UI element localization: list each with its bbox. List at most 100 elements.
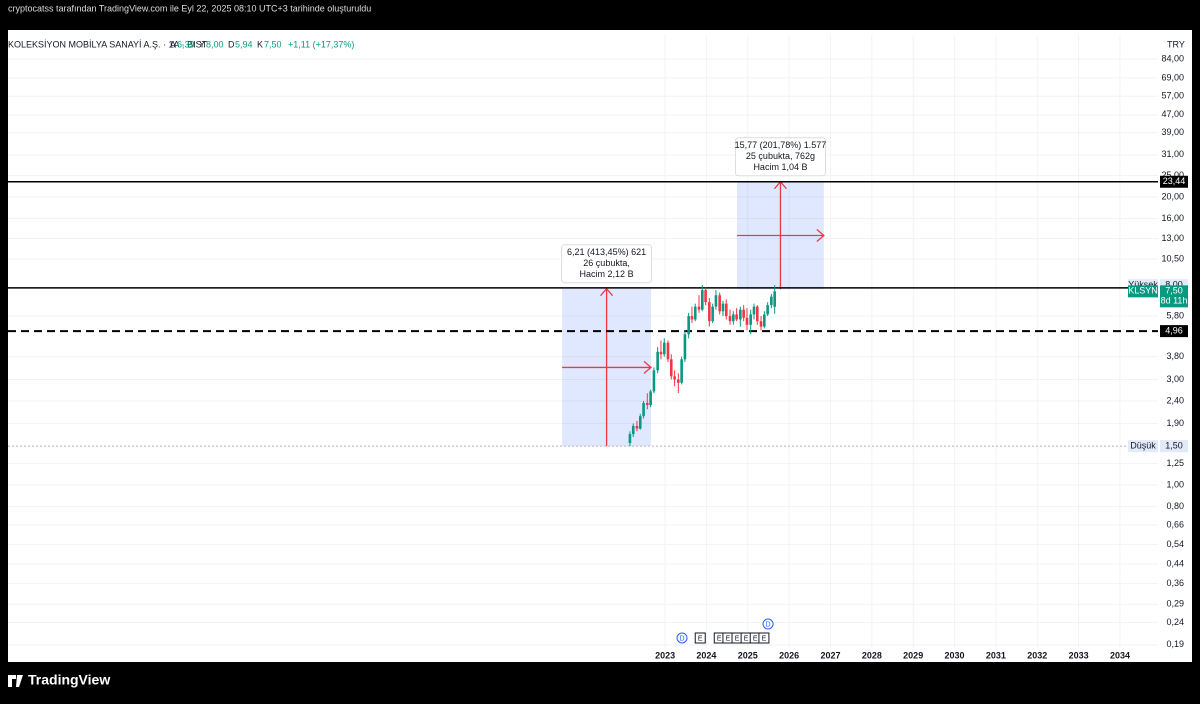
- event-label: E: [717, 635, 722, 642]
- candle-body: [656, 351, 659, 371]
- candle-body: [718, 295, 721, 312]
- candle-body: [659, 351, 663, 355]
- event-label: E: [753, 635, 758, 642]
- candle-body: [646, 402, 649, 406]
- event-marker: [762, 618, 774, 630]
- logo: [8, 675, 23, 687]
- candle-body: [628, 434, 632, 443]
- y-tick-label: 0,66: [1166, 519, 1184, 529]
- y-tick-label: 20,00: [1161, 191, 1184, 201]
- measure-label-box: [734, 137, 826, 177]
- candle-body: [749, 314, 752, 325]
- candle-body: [687, 316, 690, 335]
- event-label: E: [744, 635, 749, 642]
- y-tick-label: 0,19: [1166, 639, 1184, 649]
- tag-name-box: [1128, 285, 1158, 298]
- candle-body: [728, 316, 732, 322]
- candle-body: [773, 291, 776, 307]
- measure-arrow: [562, 287, 653, 447]
- tag-value: 1,50: [1165, 441, 1183, 451]
- event-label: E: [735, 635, 740, 642]
- ohlc-key: K: [257, 39, 263, 49]
- candle-body: [693, 306, 697, 320]
- candle-body: [631, 425, 635, 435]
- symbol-title: KOLEKSİYON MOBİLYA SANAYİ A.Ş. · 1A · BI…: [8, 39, 208, 49]
- candle-body: [666, 342, 670, 360]
- candle-body: [680, 359, 683, 383]
- candle-body: [708, 302, 711, 322]
- candle-body: [755, 306, 759, 322]
- y-tick-label: 13,00: [1161, 233, 1184, 243]
- candle-body: [763, 314, 766, 327]
- candle-body: [652, 370, 656, 392]
- candle-body: [673, 376, 676, 380]
- brand: TradingView: [28, 672, 110, 688]
- candle-body: [721, 303, 725, 312]
- measure-label: Hacim 1,04 B: [753, 162, 807, 172]
- candle-body: [642, 402, 645, 417]
- tag-value-box: [1160, 440, 1188, 453]
- event-label: E: [762, 635, 767, 642]
- candle-body: [697, 306, 701, 310]
- event-marker: [694, 632, 706, 644]
- candle-body: [649, 391, 652, 406]
- y-tick-label: 0,29: [1166, 599, 1184, 609]
- ohlc-value: 6,39: [177, 39, 195, 49]
- y-tick-label: 0,24: [1166, 617, 1184, 627]
- ohlc-key: A: [170, 39, 176, 49]
- panel: [8, 30, 1192, 662]
- candle-body: [735, 314, 738, 320]
- candle-body: [677, 379, 680, 383]
- measure-label-box: [561, 244, 653, 284]
- candle-body: [638, 416, 642, 429]
- event-marker: [676, 632, 688, 644]
- line-tag: [1160, 175, 1188, 188]
- measure-label: 26 çubukta,: [583, 258, 630, 268]
- x-tick-label: 2032: [1027, 650, 1047, 660]
- line-tag-label: 23,44: [1163, 176, 1186, 186]
- candle-body: [770, 296, 773, 306]
- candle-body: [701, 290, 704, 310]
- x-tick-label: 2025: [738, 650, 758, 660]
- tag-value-box: [1160, 285, 1188, 308]
- line-tag-label: 4,96: [1165, 325, 1183, 335]
- y-tick-label: 31,00: [1161, 149, 1184, 159]
- y-tick-label: 0,44: [1166, 558, 1184, 568]
- candle-body: [635, 425, 639, 429]
- measure-label: Hacim 2,12 B: [580, 269, 634, 279]
- y-tick-label: 1,90: [1166, 418, 1184, 428]
- ohlc-key: Y: [199, 39, 205, 49]
- y-tick-label: 0,36: [1166, 578, 1184, 588]
- y-tick-label: 25,00: [1161, 170, 1184, 180]
- x-tick-label: 2027: [820, 650, 840, 660]
- line-tag: [1160, 325, 1188, 338]
- x-tick-label: 2031: [986, 650, 1006, 660]
- event-label: D: [766, 621, 771, 628]
- y-tick-label: 39,00: [1161, 127, 1184, 137]
- candle-body: [690, 316, 694, 320]
- x-tick-label: 2034: [1110, 650, 1130, 660]
- candle-body: [742, 309, 745, 318]
- event-label: E: [698, 635, 703, 642]
- ohlc-value: 8,00: [206, 39, 224, 49]
- tag-name: Yüksek: [1128, 280, 1158, 290]
- x-tick-label: 2028: [862, 650, 882, 660]
- candle-body: [683, 334, 687, 360]
- candle-body: [739, 309, 742, 320]
- candle-body: [745, 317, 749, 325]
- candle-body: [669, 359, 673, 377]
- tag-value: 7,50: [1165, 286, 1183, 296]
- candle-body: [662, 342, 666, 355]
- candle-body: [714, 295, 718, 307]
- currency: TRY: [1167, 39, 1185, 49]
- x-tick-label: 2024: [696, 650, 716, 660]
- candle-body: [704, 290, 707, 303]
- y-tick-label: 3,80: [1166, 351, 1184, 361]
- tag-name-box: [1128, 440, 1158, 453]
- candle-body: [752, 306, 756, 315]
- y-tick-label: 5,80: [1166, 310, 1184, 320]
- candle-body: [732, 314, 735, 322]
- y-tick-label: 57,00: [1161, 91, 1184, 101]
